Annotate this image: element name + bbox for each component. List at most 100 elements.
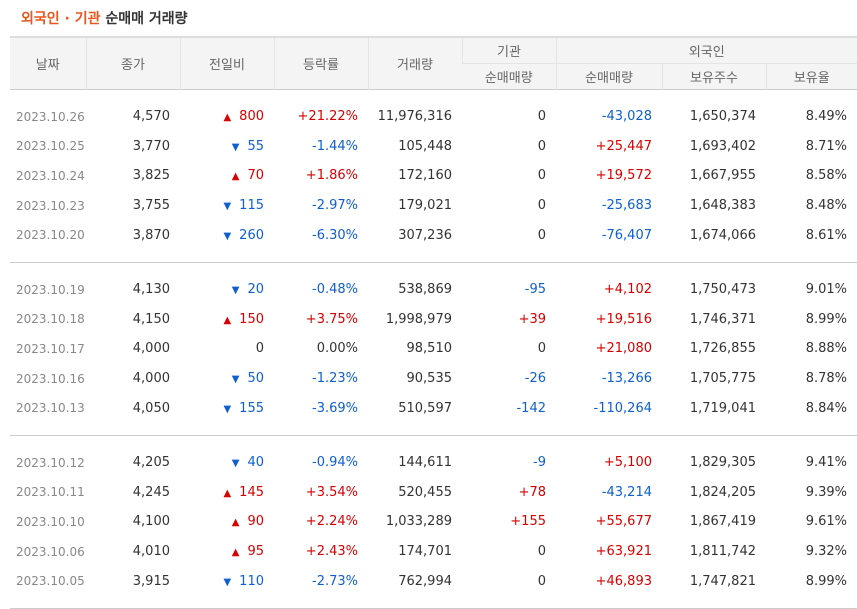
row-ratio: 9.61% (805, 514, 848, 530)
up-triangle-icon: ▲ (231, 547, 240, 559)
down-triangle-icon: ▼ (231, 458, 240, 470)
row-close: 4,050 (132, 400, 170, 416)
row-foreign-net: +25,447 (595, 138, 652, 154)
title-foreign-inst: 외국인 · 기관 (21, 11, 101, 27)
row-rate: +1.86% (305, 168, 358, 184)
up-triangle-icon: ▲ (223, 314, 232, 326)
col-date: 날짜 (10, 37, 86, 90)
row-rate: +2.43% (305, 544, 358, 560)
row-foreign-net: -13,266 (601, 371, 652, 387)
row-rate: -2.73% (312, 573, 358, 589)
row-change: ▼ 40 (180, 448, 274, 478)
table-row: 2023.10.17 4,000 0 0.00% 98,510 0 +21,080 1,726… (10, 334, 857, 364)
table-row: 2023.10.19 4,130 ▼ 20 -0.48% 538,869 -95 +4,102… (10, 275, 857, 305)
row-shares: 1,811,742 (689, 544, 756, 560)
row-close: 4,000 (132, 371, 170, 387)
up-triangle-icon: ▲ (223, 487, 232, 499)
table-row: 2023.10.23 3,755 ▼ 115 -2.97% 179,021 0 -25,683… (10, 191, 857, 221)
row-rate: -1.44% (312, 138, 358, 154)
down-triangle-icon: ▼ (223, 576, 232, 588)
row-foreign-net: -110,264 (593, 400, 652, 416)
down-triangle-icon: ▼ (231, 141, 240, 153)
col-close: 종가 (85, 37, 180, 90)
change-value: 95 (247, 544, 264, 560)
change-value: 145 (239, 484, 264, 500)
row-rate: +3.54% (305, 484, 358, 500)
table-row: 2023.10.20 3,870 ▼ 260 -6.30% 307,236 0 -76,407… (10, 220, 857, 250)
change-value: 150 (239, 311, 264, 327)
row-ratio: 8.48% (805, 198, 848, 214)
row-foreign-net: +19,572 (595, 168, 652, 184)
group-spacer (10, 90, 857, 103)
change-value: 20 (247, 282, 264, 298)
row-change: ▼ 20 (180, 275, 274, 305)
row-foreign-net: -25,683 (601, 198, 652, 214)
row-change: ▲ 150 (180, 305, 274, 335)
row-rate: -0.48% (312, 282, 358, 298)
row-close: 4,000 (132, 341, 170, 357)
group-divider (10, 262, 857, 263)
row-close: 4,010 (132, 544, 170, 560)
row-shares: 1,750,473 (689, 282, 756, 298)
row-rate: -6.30% (312, 227, 358, 243)
row-inst-net: 0 (537, 341, 546, 357)
row-rate: -0.94% (312, 455, 358, 471)
row-foreign-net: +5,100 (603, 455, 652, 471)
row-inst-net: +39 (518, 311, 546, 327)
row-date: 2023.10.16 (16, 371, 85, 386)
row-ratio: 8.78% (805, 371, 848, 387)
down-triangle-icon: ▼ (223, 403, 232, 415)
row-ratio: 8.99% (805, 573, 848, 589)
row-shares: 1,747,821 (689, 573, 756, 589)
row-volume: 510,597 (398, 400, 452, 416)
change-value: 55 (247, 138, 264, 154)
row-inst-net: +78 (518, 484, 546, 500)
group-spacer (10, 250, 857, 263)
col-ratio: 보유율 (765, 63, 857, 90)
row-close: 4,205 (132, 455, 170, 471)
row-volume: 1,033,289 (385, 514, 452, 530)
table-row: 2023.10.05 3,915 ▼ 110 -2.73% 762,994 0 +46,893… (10, 566, 857, 596)
group-spacer (10, 263, 857, 275)
row-change: ▲ 90 (180, 507, 274, 537)
col-foreign-net: 순매매량 (555, 63, 662, 90)
row-date: 2023.10.12 (16, 455, 85, 470)
col-inst-net: 순매매량 (462, 63, 556, 90)
row-ratio: 8.49% (805, 109, 848, 125)
row-volume: 11,976,316 (377, 109, 452, 125)
row-volume: 174,701 (398, 544, 452, 560)
row-date: 2023.10.05 (16, 574, 85, 589)
row-shares: 1,693,402 (689, 138, 756, 154)
down-triangle-icon: ▼ (223, 230, 232, 242)
table-row: 2023.10.18 4,150 ▲ 150 +3.75% 1,998,979 +39 +19… (10, 305, 857, 335)
row-foreign-net: +63,921 (595, 544, 652, 560)
row-date: 2023.10.24 (16, 168, 85, 183)
col-rate: 등락률 (273, 37, 368, 90)
row-inst-net: 0 (537, 227, 546, 243)
row-change: ▼ 155 (180, 393, 274, 423)
row-volume: 144,611 (398, 455, 452, 471)
row-close: 4,130 (132, 282, 170, 298)
row-change: ▲ 95 (180, 537, 274, 567)
row-ratio: 8.71% (805, 138, 848, 154)
row-close: 3,755 (132, 198, 170, 214)
col-group-institution: 기관 (461, 37, 556, 64)
row-shares: 1,705,775 (689, 371, 756, 387)
table-row: 2023.10.12 4,205 ▼ 40 -0.94% 144,611 -9 +5,100 1… (10, 448, 857, 478)
change-value: 110 (239, 573, 264, 589)
row-date: 2023.10.06 (16, 544, 85, 559)
down-triangle-icon: ▼ (231, 285, 240, 297)
row-close: 3,870 (132, 227, 170, 243)
table-row: 2023.10.13 4,050 ▼ 155 -3.69% 510,597 -142 -110… (10, 393, 857, 423)
row-change: ▼ 55 (180, 132, 274, 162)
row-rate: +2.24% (305, 514, 358, 530)
row-shares: 1,650,374 (689, 109, 756, 125)
table-body: 2023.10.26 4,570 ▲ 800 +21.22% 11,976,316 0 -43… (10, 90, 857, 609)
row-ratio: 8.58% (805, 168, 848, 184)
group-spacer (10, 596, 857, 609)
row-shares: 1,674,066 (689, 227, 756, 243)
row-close: 4,570 (132, 109, 170, 125)
row-shares: 1,746,371 (689, 311, 756, 327)
change-value: 90 (247, 514, 264, 530)
row-foreign-net: -43,028 (601, 109, 652, 125)
